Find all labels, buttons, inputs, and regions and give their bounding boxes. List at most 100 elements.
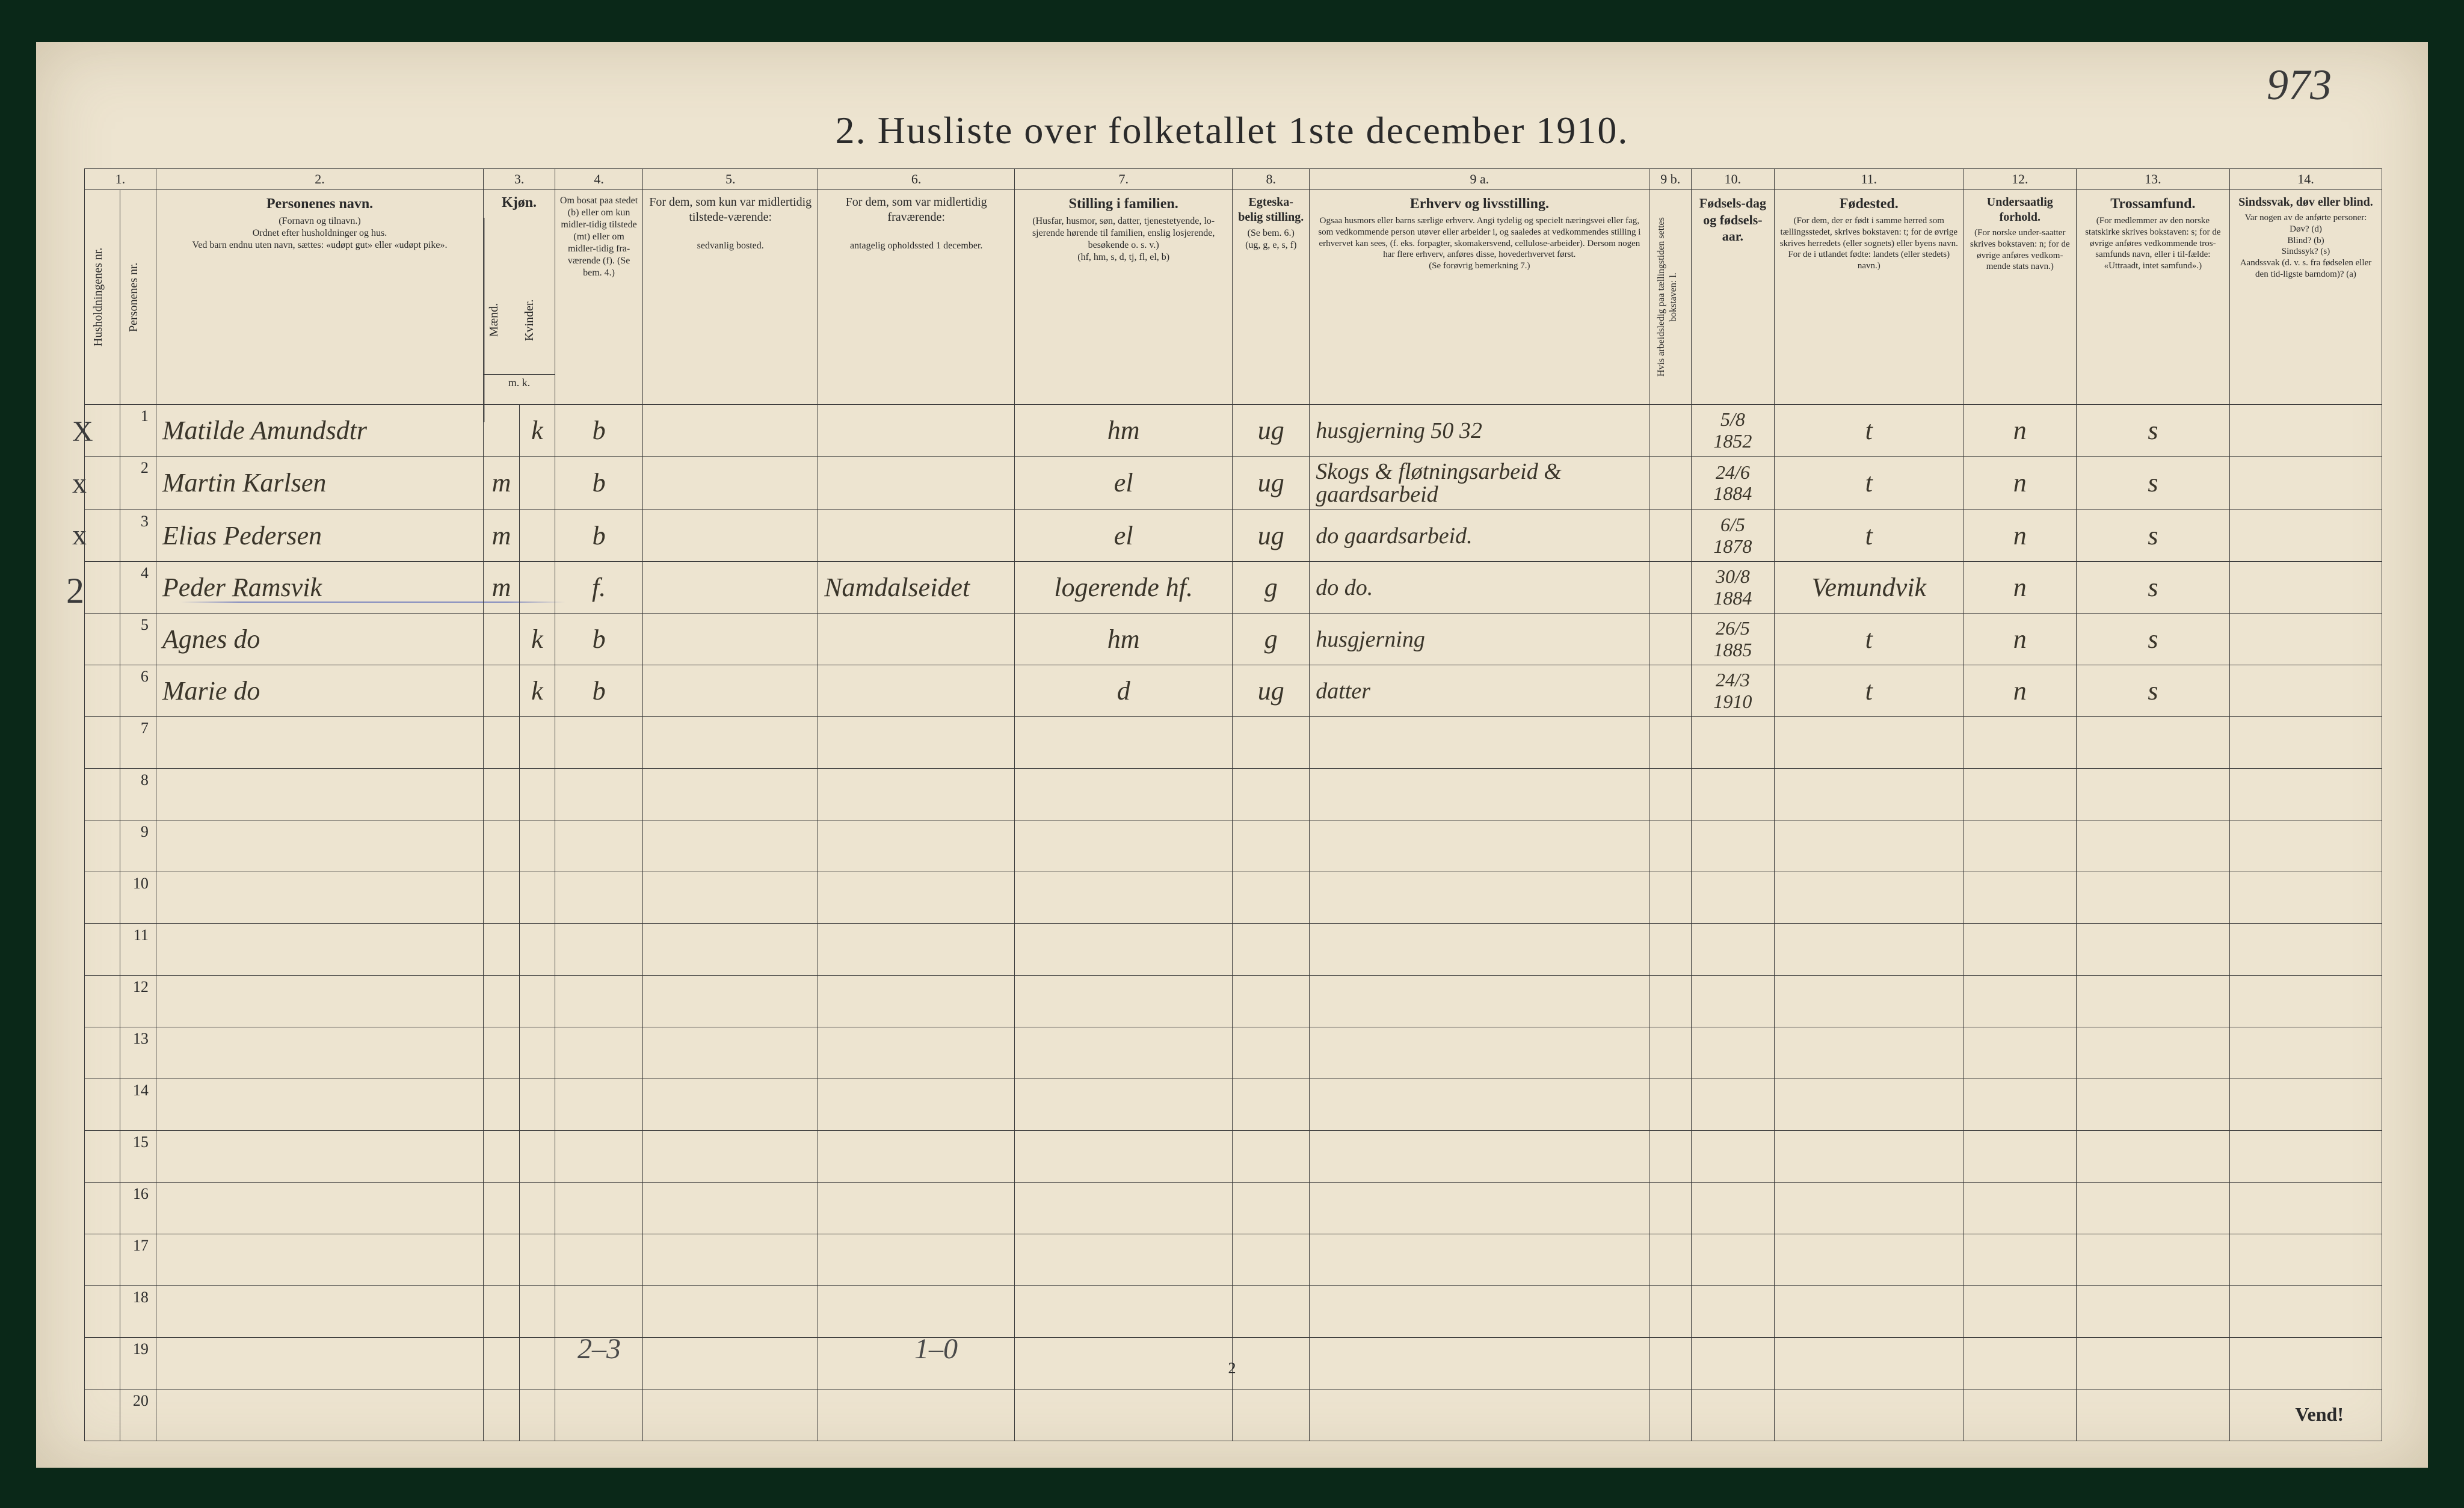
colnum: 11.: [1774, 169, 1964, 190]
cell: [643, 820, 818, 872]
cell: [1964, 769, 2076, 820]
cell-person-nr: 13: [120, 1027, 156, 1079]
cell: [1692, 976, 1775, 1027]
cell: [643, 717, 818, 769]
cell-sex-m: m: [484, 457, 520, 510]
cell-c14: [2229, 405, 2382, 457]
cell: [555, 1234, 642, 1286]
cell-tros: s: [2076, 457, 2229, 510]
cell: [484, 1131, 520, 1183]
cell: [2229, 1131, 2382, 1183]
cell: [1015, 1338, 1233, 1390]
cell: [818, 924, 1015, 976]
cell-tros: s: [2076, 665, 2229, 717]
cell-dob: 24/61884: [1692, 457, 1775, 510]
cell-fodested: t: [1774, 405, 1964, 457]
cell-c5: [643, 665, 818, 717]
cell-egt: g: [1233, 614, 1310, 665]
census-table: 1. 2. 3. 4. 5. 6. 7. 8. 9 a. 9 b. 10. 11…: [84, 168, 2382, 1441]
cell-tros: s: [2076, 510, 2229, 562]
cell: [1310, 820, 1649, 872]
header-bosat: Om bosat paa stedet (b) eller om kun mid…: [555, 190, 642, 405]
cell-stilling: el: [1015, 510, 1233, 562]
cell-erhverv: datter: [1310, 665, 1649, 717]
cell: [2076, 1183, 2229, 1234]
cell-c6: [818, 510, 1015, 562]
cell: [2076, 1131, 2229, 1183]
table-row: 13: [85, 1027, 2382, 1079]
cell: [519, 1183, 555, 1234]
cell-egt: ug: [1233, 665, 1310, 717]
cell: [555, 769, 642, 820]
cell-sex-k: [519, 510, 555, 562]
cell: [643, 924, 818, 976]
cell: [555, 1131, 642, 1183]
cell: [1233, 769, 1310, 820]
cell: [1692, 872, 1775, 924]
table-row: 7: [85, 717, 2382, 769]
cell: [2076, 872, 2229, 924]
cell-sex-m: [484, 614, 520, 665]
cell: [1015, 872, 1233, 924]
cell: [1233, 1131, 1310, 1183]
cell-c5: [643, 405, 818, 457]
cell-person-nr: 12: [120, 976, 156, 1027]
cell-dob: 5/81852: [1692, 405, 1775, 457]
cell: [85, 872, 120, 924]
header-person-nr: Personenes nr.: [120, 190, 156, 405]
header-c13: Trossamfund. (For medlemmer av den norsk…: [2076, 190, 2229, 405]
cell-hh: [85, 405, 120, 457]
cell: [643, 1234, 818, 1286]
cell: [1649, 872, 1692, 924]
cell-person-nr: 17: [120, 1234, 156, 1286]
cell: [2229, 820, 2382, 872]
cell-c6: [818, 614, 1015, 665]
cell-undersaat: n: [1964, 510, 2076, 562]
cell: [1774, 976, 1964, 1027]
cell: [818, 769, 1015, 820]
colnum: 9 a.: [1310, 169, 1649, 190]
cell: [1015, 976, 1233, 1027]
cell: [1692, 1079, 1775, 1131]
cell: [484, 924, 520, 976]
header-c9b: Hvis arbeidsledig paa tællingstiden sett…: [1649, 190, 1692, 405]
cell-person-nr: 3: [120, 510, 156, 562]
table-row: 17: [85, 1234, 2382, 1286]
cell: [1015, 1131, 1233, 1183]
table-row: 11: [85, 924, 2382, 976]
cell-stilling: logerende hf.: [1015, 562, 1233, 614]
cell: [1964, 1027, 2076, 1079]
cell: [519, 1390, 555, 1441]
cell: [1692, 1183, 1775, 1234]
cell-c14: [2229, 510, 2382, 562]
colnum: 9 b.: [1649, 169, 1692, 190]
cell-person-nr: 10: [120, 872, 156, 924]
colnum: 10.: [1692, 169, 1775, 190]
cell-person-nr: 16: [120, 1183, 156, 1234]
cell-stilling: el: [1015, 457, 1233, 510]
table-row: 4 Peder Ramsvik m f. Namdalseidet logere…: [85, 562, 2382, 614]
cell: [1774, 1390, 1964, 1441]
cell: [1774, 924, 1964, 976]
cell: [1015, 717, 1233, 769]
cell: [85, 820, 120, 872]
colnum: 4.: [555, 169, 642, 190]
cell: [1233, 976, 1310, 1027]
cell-fodested: t: [1774, 614, 1964, 665]
table-row: 6 Marie do k b d ug datter 24/31910 t n …: [85, 665, 2382, 717]
cell: [1015, 769, 1233, 820]
cell: [156, 1390, 483, 1441]
cell: [2076, 769, 2229, 820]
cell: [484, 1234, 520, 1286]
page-title: 2. Husliste over folketallet 1ste decemb…: [836, 108, 1629, 153]
cell: [519, 1027, 555, 1079]
cell-undersaat: n: [1964, 562, 2076, 614]
cell: [1310, 1390, 1649, 1441]
cell: [85, 717, 120, 769]
table-row: 16: [85, 1183, 2382, 1234]
cell: [1233, 1234, 1310, 1286]
cell: [1692, 1286, 1775, 1338]
cell: [1015, 1183, 1233, 1234]
cell-name: Agnes do: [156, 614, 483, 665]
table-row: 1 Matilde Amundsdtr k b hm ug husgjernin…: [85, 405, 2382, 457]
